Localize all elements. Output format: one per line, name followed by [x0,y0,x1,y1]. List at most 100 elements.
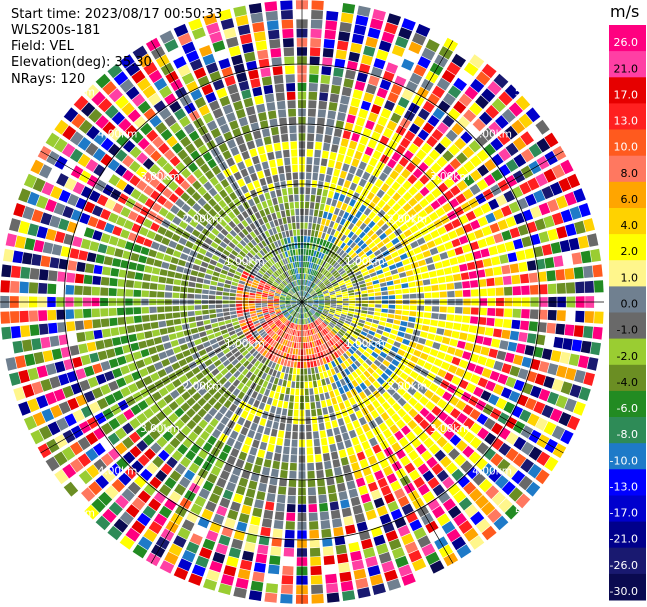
velocity-gate [345,256,352,263]
velocity-gate [349,198,357,207]
velocity-gate [385,62,399,74]
velocity-gate [388,309,395,314]
velocity-gate [216,422,226,432]
velocity-gate [384,228,393,236]
velocity-gate [308,504,318,513]
velocity-gate [108,235,119,246]
velocity-gate [446,528,461,543]
velocity-gate [419,419,430,430]
velocity-gate [296,300,302,302]
velocity-gate [158,351,168,360]
velocity-gate [203,392,212,401]
velocity-gate [84,330,95,341]
velocity-gate [325,349,330,356]
velocity-gate [418,259,427,267]
velocity-gate [515,343,526,354]
velocity-gate [308,83,318,92]
velocity-gate [302,291,304,297]
velocity-gate [458,359,469,369]
instrument-name-label: WLS200s-181 [11,23,101,38]
velocity-gate [229,367,237,375]
velocity-gate [559,239,571,253]
velocity-gate [305,312,309,318]
velocity-gate [309,288,313,294]
velocity-gate [303,361,307,368]
velocity-gate [333,466,343,476]
velocity-gate [305,330,308,336]
velocity-gate [272,326,278,332]
velocity-gate [374,312,381,316]
velocity-gate [309,310,314,315]
velocity-gate [236,254,244,261]
velocity-gate [279,302,285,304]
velocity-gate [430,319,438,327]
velocity-gate [307,236,311,243]
velocity-gate [74,273,84,284]
velocity-gate [45,456,60,472]
velocity-gate [362,234,370,242]
velocity-gate [470,374,481,385]
velocity-gate [470,316,479,324]
velocity-gate [551,425,565,440]
velocity-gate [338,146,347,155]
velocity-gate [328,311,335,315]
velocity-gate [270,468,279,478]
velocity-gate [400,321,408,327]
range-label: 3.00km [430,171,470,183]
velocity-gate [270,405,277,414]
velocity-gate [327,212,333,220]
velocity-gate [95,475,109,489]
velocity-gate [119,54,135,69]
velocity-gate [265,583,278,594]
velocity-gate [237,213,245,222]
velocity-gate [415,443,427,455]
velocity-gate [330,307,336,310]
velocity-gate [281,462,289,471]
velocity-gate [476,413,489,425]
velocity-gate [172,216,182,226]
velocity-gate [326,592,340,603]
velocity-gate [451,536,466,551]
velocity-gate [342,298,349,301]
velocity-gate [395,336,404,343]
velocity-gate [117,307,125,316]
velocity-gate [319,502,329,512]
velocity-gate [316,188,323,196]
velocity-gate [350,97,361,108]
velocity-gate [302,302,308,304]
velocity-gate [22,384,35,398]
velocity-gate [275,445,283,454]
velocity-gate [168,240,178,249]
velocity-gate [511,119,526,134]
velocity-gate [302,319,304,325]
velocity-gate [255,293,262,297]
velocity-gate [54,119,69,135]
velocity-gate [512,308,521,318]
velocity-gate [401,58,415,71]
velocity-gate [205,223,214,232]
velocity-gate [349,325,356,330]
velocity-gate [547,391,559,405]
velocity-gate [263,273,270,279]
velocity-gate [346,114,356,124]
velocity-gate [409,311,417,317]
velocity-gate [228,394,237,403]
velocity-gate [249,231,257,239]
velocity-gate [289,328,293,335]
velocity-gate [320,315,326,320]
velocity-gate [405,327,414,334]
velocity-gate [335,185,343,193]
velocity-gate [178,220,188,230]
velocity-gate [122,436,135,449]
velocity-gate [344,320,351,325]
velocity-gate [259,386,266,395]
velocity-gate [198,349,207,357]
velocity-gate [456,544,472,559]
velocity-gate [495,397,508,410]
velocity-gate [78,470,93,485]
velocity-gate [321,232,326,240]
velocity-gate [372,215,381,224]
velocity-gate [209,377,218,386]
velocity-gate [180,456,192,468]
velocity-gate [83,274,93,285]
